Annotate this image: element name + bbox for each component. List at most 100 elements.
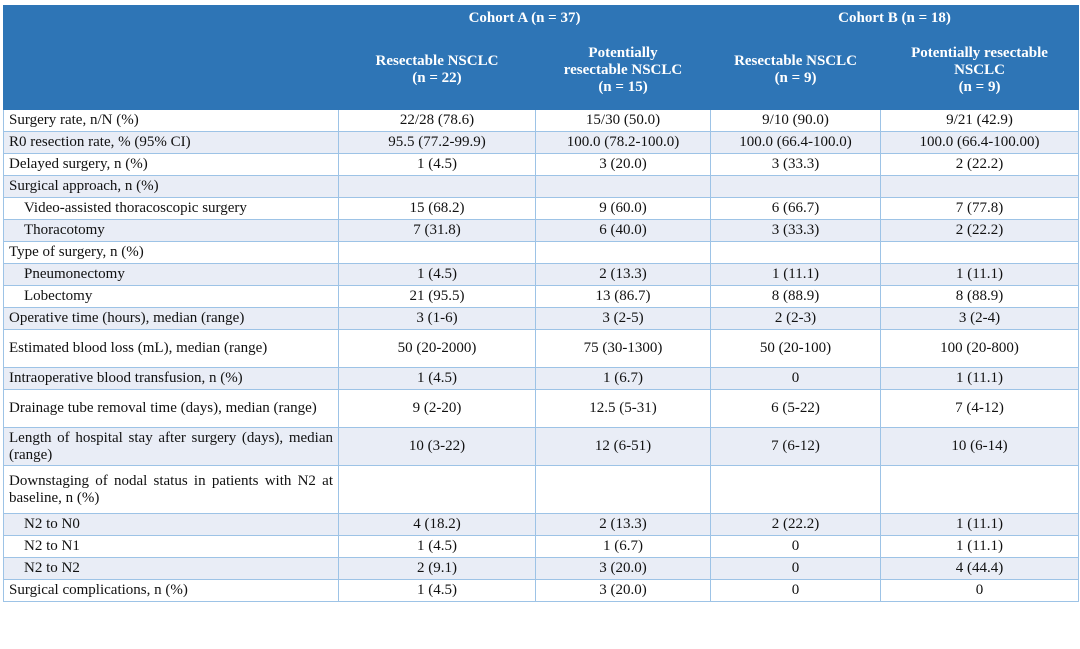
table-cell: 4 (18.2) — [338, 513, 536, 536]
table-cell: 13 (86.7) — [534, 285, 712, 308]
table-cell: 3 (1-6) — [338, 307, 536, 330]
header-subgroup-line: (n = 15) — [598, 78, 648, 95]
table-row: Lobectomy 21 (95.5) 13 (86.7) 8 (88.9) 8 (88… — [3, 285, 1080, 308]
table-row: Estimated blood loss (mL), median (range… — [3, 329, 1080, 368]
table-cell: 2 (22.2) — [880, 153, 1080, 176]
table-cell: 3 (2-4) — [880, 307, 1080, 330]
table-cell: 6 (5-22) — [710, 389, 882, 428]
table-cell: 9/21 (42.9) — [880, 109, 1080, 132]
surgical-outcomes-table: Cohort A (n = 37) Cohort B (n = 18) Rese… — [3, 5, 1080, 602]
table-cell: 3 (33.3) — [710, 153, 882, 176]
table-cell: 1 (4.5) — [338, 153, 536, 176]
table-cell: 10 (3-22) — [338, 427, 536, 466]
table-cell: 2 (13.3) — [534, 263, 712, 286]
header-subgroup: Resectable NSCLC (n = 22) — [338, 30, 536, 110]
row-label: Delayed surgery, n (%) — [3, 153, 339, 176]
row-label: Type of surgery, n (%) — [3, 241, 339, 264]
table-cell: 3 (20.0) — [534, 579, 712, 602]
table-cell — [710, 175, 882, 198]
header-row-subgroups: Resectable NSCLC (n = 22) Potentially resec… — [3, 30, 1080, 110]
table-cell — [710, 241, 882, 264]
table-cell: 12.5 (5-31) — [534, 389, 712, 428]
header-subgroup-line: NSCLC — [954, 61, 1005, 78]
table-row: R0 resection rate, % (95% CI) 95.5 (77.2-… — [3, 131, 1080, 154]
table-cell: 6 (40.0) — [534, 219, 712, 242]
table-cell: 0 — [880, 579, 1080, 602]
header-subgroup-line: Potentially resectable — [911, 44, 1048, 61]
row-label: N2 to N0 — [3, 513, 339, 536]
table-row: N2 to N2 2 (9.1) 3 (20.0) 0 4 (44.4) — [3, 557, 1080, 580]
header-subgroup-line: (n = 9) — [774, 70, 817, 86]
header-subgroup-line: (n = 22) — [412, 70, 462, 86]
table-row: Surgical approach, n (%) — [3, 175, 1080, 198]
table-cell: 8 (88.9) — [710, 285, 882, 308]
row-label: Surgical complications, n (%) — [3, 579, 339, 602]
table-cell: 1 (4.5) — [338, 367, 536, 390]
table-cell: 1 (4.5) — [338, 263, 536, 286]
table-cell: 7 (31.8) — [338, 219, 536, 242]
table-cell: 4 (44.4) — [880, 557, 1080, 580]
table-cell: 2 (22.2) — [710, 513, 882, 536]
row-label: Downstaging of nodal status in patients … — [3, 465, 339, 514]
table-cell: 100.0 (78.2-100.0) — [534, 131, 712, 154]
table-cell — [338, 241, 536, 264]
table-cell: 8 (88.9) — [880, 285, 1080, 308]
header-subgroup: Resectable NSCLC (n = 9) — [710, 30, 882, 110]
table-cell: 1 (11.1) — [880, 513, 1080, 536]
header-subgroup-line: (n = 9) — [958, 78, 1001, 95]
table-cell: 1 (11.1) — [880, 263, 1080, 286]
table-cell: 100.0 (66.4-100.0) — [710, 131, 882, 154]
header-subgroup: Potentially resectable NSCLC (n = 9) — [880, 30, 1080, 110]
table-cell: 100 (20-800) — [880, 329, 1080, 368]
table-cell: 15 (68.2) — [338, 197, 536, 220]
table-row: N2 to N1 1 (4.5) 1 (6.7) 0 1 (11.1) — [3, 535, 1080, 558]
row-label: Length of hospital stay after surgery (d… — [3, 427, 339, 466]
table-cell: 7 (4-12) — [880, 389, 1080, 428]
table-cell: 12 (6-51) — [534, 427, 712, 466]
table-cell — [338, 175, 536, 198]
row-label: Video-assisted thoracoscopic surgery — [3, 197, 339, 220]
header-subgroup-line: resectable NSCLC — [563, 61, 683, 78]
table-row: Surgery rate, n/N (%) 22/28 (78.6) 15/30 (… — [3, 109, 1080, 132]
table-cell: 22/28 (78.6) — [338, 109, 536, 132]
row-label: N2 to N2 — [3, 557, 339, 580]
row-label: Surgical approach, n (%) — [3, 175, 339, 198]
table-cell: 0 — [710, 557, 882, 580]
header-subgroup-line: Resectable NSCLC — [734, 53, 857, 69]
table-cell — [534, 241, 712, 264]
table-cell: 7 (77.8) — [880, 197, 1080, 220]
header-empty — [3, 5, 339, 31]
table-cell: 9/10 (90.0) — [710, 109, 882, 132]
table-cell: 10 (6-14) — [880, 427, 1080, 466]
table-cell: 2 (13.3) — [534, 513, 712, 536]
table-cell: 100.0 (66.4-100.00) — [880, 131, 1080, 154]
table-row: Video-assisted thoracoscopic surgery 15 (… — [3, 197, 1080, 220]
table-cell: 3 (2-5) — [534, 307, 712, 330]
table-cell: 21 (95.5) — [338, 285, 536, 308]
table-row: Downstaging of nodal status in patients … — [3, 465, 1080, 514]
table-cell: 2 (22.2) — [880, 219, 1080, 242]
header-subgroup-line: Potentially — [588, 44, 658, 61]
table-cell: 3 (20.0) — [534, 557, 712, 580]
table-cell: 50 (20-100) — [710, 329, 882, 368]
table-cell: 1 (11.1) — [710, 263, 882, 286]
row-label: Intraoperative blood transfusion, n (%) — [3, 367, 339, 390]
table-cell: 1 (6.7) — [534, 367, 712, 390]
table-cell — [534, 175, 712, 198]
table-cell: 75 (30-1300) — [534, 329, 712, 368]
row-label: Thoracotomy — [3, 219, 339, 242]
table-row: Thoracotomy 7 (31.8) 6 (40.0) 3 (33.3) 2 (22… — [3, 219, 1080, 242]
table-cell: 2 (2-3) — [710, 307, 882, 330]
table-cell: 3 (20.0) — [534, 153, 712, 176]
table-row: Operative time (hours), median (range) 3 … — [3, 307, 1080, 330]
row-label: Operative time (hours), median (range) — [3, 307, 339, 330]
table-row: Delayed surgery, n (%) 1 (4.5) 3 (20.0) 3 (… — [3, 153, 1080, 176]
row-label: Surgery rate, n/N (%) — [3, 109, 339, 132]
table-cell: 1 (4.5) — [338, 535, 536, 558]
table-row: Type of surgery, n (%) — [3, 241, 1080, 264]
table-row: Drainage tube removal time (days), media… — [3, 389, 1080, 428]
row-label: Drainage tube removal time (days), media… — [3, 389, 339, 428]
table-cell: 7 (6-12) — [710, 427, 882, 466]
table-cell: 0 — [710, 579, 882, 602]
table-cell: 1 (4.5) — [338, 579, 536, 602]
